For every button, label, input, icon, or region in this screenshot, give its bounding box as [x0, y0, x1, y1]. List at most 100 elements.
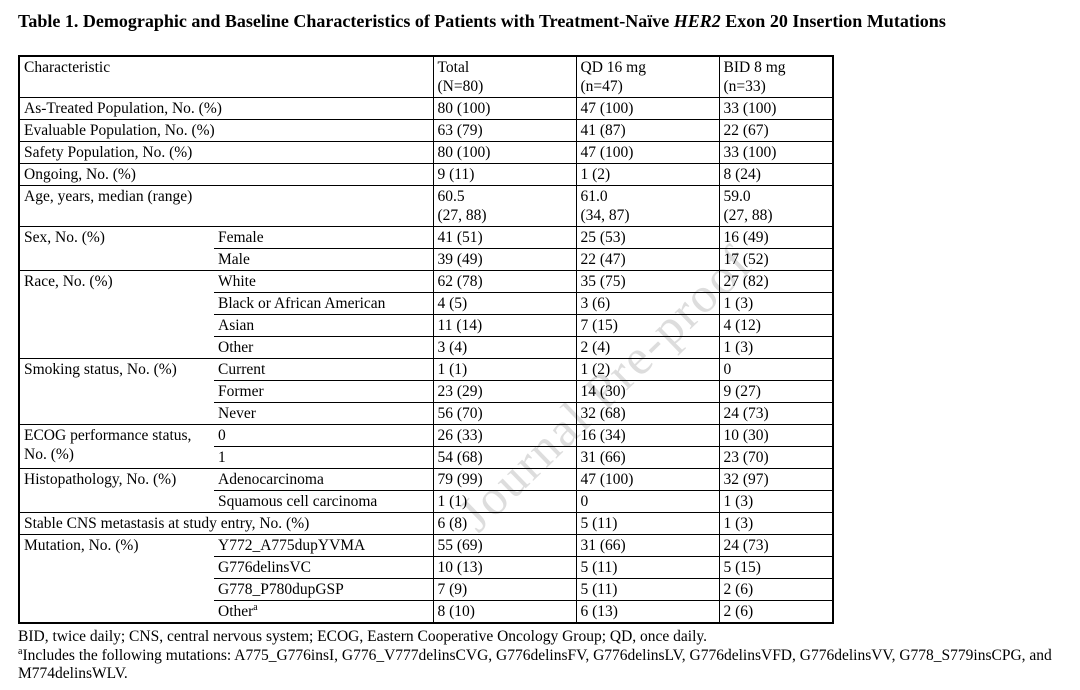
cell-value: 23 (70) — [718, 446, 834, 469]
cell-value: 5 (11) — [575, 512, 720, 535]
mutations-footnote: aIncludes the following mutations: A775_… — [18, 646, 1064, 684]
caption-text-end: Exon 20 Insertion Mutations — [720, 11, 946, 31]
row-label: Age, years, median (range) — [19, 185, 434, 227]
cell-value: 6 (13) — [575, 600, 720, 624]
sub-label: Never — [214, 402, 434, 425]
sub-label: 0 — [214, 424, 434, 447]
cell-value: 0 — [575, 490, 720, 513]
cell-value: 1 (3) — [718, 336, 834, 359]
cell-value: 60.5 (27, 88) — [432, 185, 577, 227]
table-row: Othera 8 (10) 6 (13) 2 (6) — [19, 600, 834, 624]
cell-value: 79 (99) — [432, 468, 577, 491]
cell-value: 80 (100) — [432, 141, 577, 164]
table-row: Evaluable Population, No. (%) 63 (79) 41… — [19, 119, 834, 142]
sub-label: 1 — [214, 446, 434, 469]
group-label: Sex, No. (%) — [19, 226, 214, 271]
sub-label: Other — [214, 336, 434, 359]
table-row: As-Treated Population, No. (%) 80 (100) … — [19, 97, 834, 120]
table-row: Stable CNS metastasis at study entry, No… — [19, 512, 834, 535]
cell-value: 6 (8) — [432, 512, 577, 535]
group-label: Race, No. (%) — [19, 270, 214, 359]
cell-value: 24 (73) — [718, 534, 834, 557]
table-row: Squamous cell carcinoma 1 (1) 0 1 (3) — [19, 490, 834, 513]
table-row: Mutation, No. (%) Y772_A775dupYVMA 55 (6… — [19, 534, 834, 624]
cell-value: 1 (3) — [718, 292, 834, 315]
cell-value: 8 (10) — [432, 600, 577, 624]
table-row: Never 56 (70) 32 (68) 24 (73) — [19, 402, 834, 425]
cell-value: 5 (11) — [575, 578, 720, 601]
group-label: Histopathology, No. (%) — [19, 468, 214, 513]
cell-value: 9 (11) — [432, 163, 577, 186]
cell-value: 26 (33) — [432, 424, 577, 447]
cell-value: 47 (100) — [575, 141, 720, 164]
footnote-marker: a — [253, 601, 258, 613]
sub-label: Othera — [214, 600, 434, 624]
table-row: Safety Population, No. (%) 80 (100) 47 (… — [19, 141, 834, 164]
table-row: Histopathology, No. (%) Adenocarcinoma 7… — [19, 468, 834, 513]
cell-value: 1 (3) — [718, 512, 834, 535]
cell-value: 5 (11) — [575, 556, 720, 579]
cell-value: 16 (49) — [718, 226, 834, 249]
cell-value: 31 (66) — [575, 446, 720, 469]
median-value: 59.0 — [723, 188, 751, 205]
cell-value: 47 (100) — [575, 97, 720, 120]
header-line: Total — [437, 59, 470, 76]
header-row: Characteristic Total (N=80) QD 16 mg (n=… — [19, 56, 834, 98]
cell-value: 7 (15) — [575, 314, 720, 337]
cell-value: 33 (100) — [718, 141, 834, 164]
cell-value: 1 (1) — [432, 490, 577, 513]
column-header-qd16mg: QD 16 mg (n=47) — [575, 56, 720, 98]
sub-label: Current — [214, 358, 434, 381]
cell-value: 8 (24) — [718, 163, 834, 186]
cell-value: 17 (52) — [718, 248, 834, 271]
caption-text-start: Table 1. Demographic and Baseline Charac… — [18, 11, 674, 31]
table-row: Asian 11 (14) 7 (15) 4 (12) — [19, 314, 834, 337]
cell-value: 11 (14) — [432, 314, 577, 337]
cell-value: 1 (2) — [575, 163, 720, 186]
cell-value: 54 (68) — [432, 446, 577, 469]
cell-value: 22 (47) — [575, 248, 720, 271]
table-row: 1 54 (68) 31 (66) 23 (70) — [19, 446, 834, 469]
column-header-bid8mg: BID 8 mg (n=33) — [718, 56, 834, 98]
cell-value: 9 (27) — [718, 380, 834, 403]
sub-label: Y772_A775dupYVMA — [214, 534, 434, 557]
cell-value: 2 (6) — [718, 578, 834, 601]
cell-value: 0 — [718, 358, 834, 381]
cell-value: 22 (67) — [718, 119, 834, 142]
cell-value: 56 (70) — [432, 402, 577, 425]
cell-value: 59.0 (27, 88) — [718, 185, 834, 227]
table-footnotes: BID, twice daily; CNS, central nervous s… — [18, 628, 1064, 684]
cell-value: 63 (79) — [432, 119, 577, 142]
sub-label: White — [214, 270, 434, 293]
cell-value: 35 (75) — [575, 270, 720, 293]
header-line: QD 16 mg — [580, 59, 646, 76]
table-row: G776delinsVC 10 (13) 5 (11) 5 (15) — [19, 556, 834, 579]
header-line: (n=47) — [580, 78, 623, 95]
cell-value: 27 (82) — [718, 270, 834, 293]
table-row: Ongoing, No. (%) 9 (11) 1 (2) 8 (24) — [19, 163, 834, 186]
sub-label-text: Other — [218, 603, 254, 620]
range-value: (34, 87) — [580, 207, 630, 224]
sub-label: Adenocarcinoma — [214, 468, 434, 491]
table-row: Smoking status, No. (%) Current 1 (1) 1 … — [19, 358, 834, 425]
cell-value: 47 (100) — [575, 468, 720, 491]
mutations-footnote-text: Includes the following mutations: A775_G… — [18, 646, 1052, 683]
gene-name-italic: HER2 — [673, 11, 721, 31]
cell-value: 31 (66) — [575, 534, 720, 557]
cell-value: 7 (9) — [432, 578, 577, 601]
sub-label: G778_P780dupGSP — [214, 578, 434, 601]
range-value: (27, 88) — [437, 207, 487, 224]
row-label: Safety Population, No. (%) — [19, 141, 434, 164]
cell-value: 55 (69) — [432, 534, 577, 557]
cell-value: 80 (100) — [432, 97, 577, 120]
cell-value: 1 (2) — [575, 358, 720, 381]
cell-value: 10 (30) — [718, 424, 834, 447]
range-value: (27, 88) — [723, 207, 773, 224]
cell-value: 62 (78) — [432, 270, 577, 293]
cell-value: 23 (29) — [432, 380, 577, 403]
header-line: BID 8 mg — [723, 59, 786, 76]
column-header-characteristic: Characteristic — [19, 56, 434, 98]
cell-value: 33 (100) — [718, 97, 834, 120]
cell-value: 3 (4) — [432, 336, 577, 359]
sub-label: Black or African American — [214, 292, 434, 315]
